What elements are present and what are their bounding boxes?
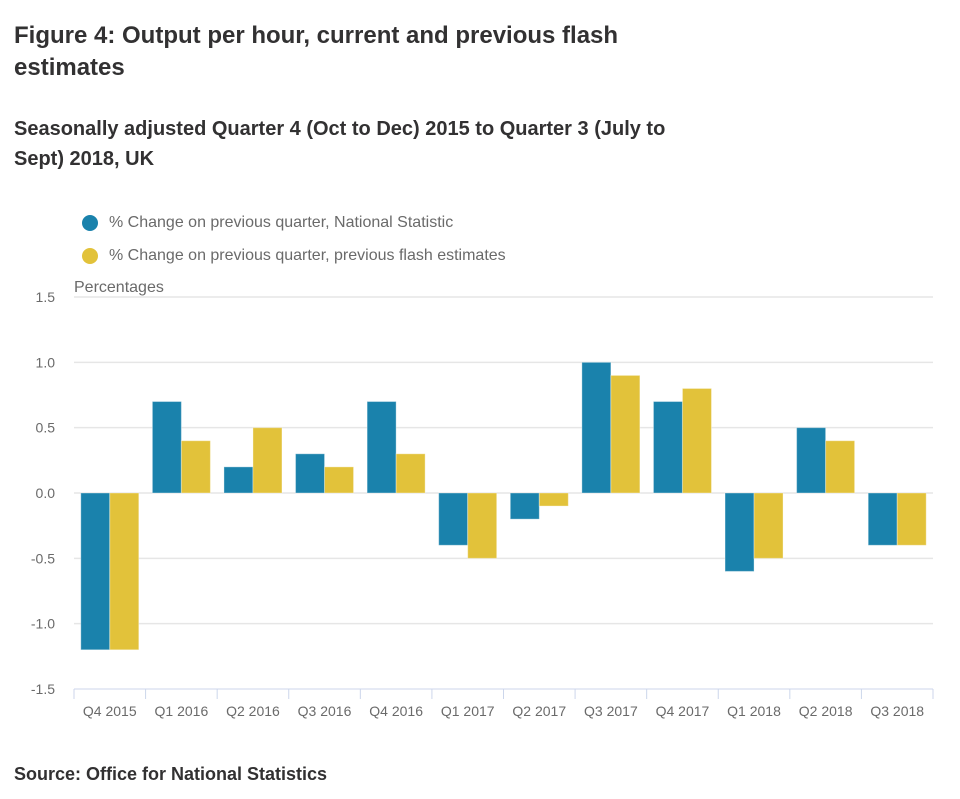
x-tick-label: Q2 2016 bbox=[226, 703, 280, 719]
bar-previous-flash-q3-2016[interactable] bbox=[324, 466, 355, 494]
bar-national-statistic-q2-2017[interactable] bbox=[509, 492, 540, 520]
x-tick-label: Q4 2016 bbox=[369, 703, 423, 719]
legend-label: % Change on previous quarter, National S… bbox=[109, 213, 454, 231]
bar-national-statistic-q1-2018[interactable] bbox=[724, 492, 755, 572]
y-tick-label: -1.5 bbox=[31, 681, 55, 697]
bar-previous-flash-q1-2018[interactable] bbox=[753, 492, 784, 559]
bar-previous-flash-q3-2018[interactable] bbox=[896, 492, 927, 546]
bar-national-statistic-q3-2018[interactable] bbox=[867, 492, 898, 546]
x-tick-label: Q3 2016 bbox=[298, 703, 352, 719]
chart-legend: % Change on previous quarter, National S… bbox=[82, 206, 506, 272]
legend-label: % Change on previous quarter, previous f… bbox=[109, 246, 506, 264]
legend-marker-icon bbox=[82, 214, 98, 231]
y-tick-label: 0.5 bbox=[36, 420, 56, 436]
chart-title: Figure 4: Output per hour, current and p… bbox=[14, 22, 619, 81]
bar-previous-flash-q4-2015[interactable] bbox=[109, 492, 140, 651]
bar-national-statistic-q2-2016[interactable] bbox=[223, 466, 254, 494]
y-tick-label: 1.0 bbox=[36, 354, 56, 370]
x-tick-label: Q3 2017 bbox=[584, 703, 638, 719]
y-tick-label: 0.0 bbox=[36, 485, 56, 501]
bar-previous-flash-q2-2016[interactable] bbox=[252, 427, 283, 494]
x-tick-label: Q1 2018 bbox=[727, 703, 781, 719]
bar-national-statistic-q4-2015[interactable] bbox=[80, 492, 111, 651]
y-axis-label: Percentages bbox=[74, 279, 164, 296]
x-tick-label: Q2 2017 bbox=[512, 703, 566, 719]
bar-previous-flash-q2-2018[interactable] bbox=[825, 440, 856, 494]
bar-previous-flash-q2-2017[interactable] bbox=[538, 492, 569, 507]
y-tick-label: 1.5 bbox=[36, 289, 56, 305]
bar-chart: 1.5 1.0 0.5 0.0 -0.5 -1.0 -1.5 Percentages Q4 … bbox=[31, 279, 934, 719]
x-tick-label: Q1 2017 bbox=[441, 703, 495, 719]
legend-marker-icon bbox=[82, 247, 98, 264]
gridlines bbox=[74, 296, 933, 625]
bar-national-statistic-q1-2016[interactable] bbox=[151, 401, 182, 494]
x-tick-label: Q2 2018 bbox=[799, 703, 853, 719]
bar-national-statistic-q4-2016[interactable] bbox=[366, 401, 397, 494]
x-axis: Q4 2015 Q1 2016 Q2 2016 Q3 2016 Q4 2016 Q1 20… bbox=[73, 688, 934, 719]
y-axis: 1.5 1.0 0.5 0.0 -0.5 -1.0 -1.5 bbox=[31, 289, 55, 697]
y-tick-label: -1.0 bbox=[31, 616, 55, 632]
bar-national-statistic-q4-2017[interactable] bbox=[652, 401, 683, 494]
x-tick-label: Q4 2015 bbox=[83, 703, 137, 719]
bar-national-statistic-q3-2016[interactable] bbox=[295, 453, 326, 494]
legend-item-national-statistic[interactable]: % Change on previous quarter, National S… bbox=[82, 206, 506, 239]
bar-previous-flash-q1-2016[interactable] bbox=[180, 440, 211, 494]
bars bbox=[80, 361, 927, 651]
source-note: Source: Office for National Statistics bbox=[14, 764, 328, 784]
bar-national-statistic-q1-2017[interactable] bbox=[438, 492, 469, 546]
legend-item-previous-flash[interactable]: % Change on previous quarter, previous f… bbox=[82, 239, 506, 272]
x-tick-label: Q3 2018 bbox=[870, 703, 924, 719]
bar-national-statistic-q2-2018[interactable] bbox=[796, 427, 827, 494]
chart-subtitle: Seasonally adjusted Quarter 4 (Oct to De… bbox=[14, 118, 666, 170]
x-tick-label: Q1 2016 bbox=[155, 703, 209, 719]
y-tick-label: -0.5 bbox=[31, 550, 55, 566]
bar-previous-flash-q3-2017[interactable] bbox=[610, 374, 641, 494]
bar-previous-flash-q1-2017[interactable] bbox=[467, 492, 498, 559]
bar-national-statistic-q3-2017[interactable] bbox=[581, 361, 612, 494]
bar-previous-flash-q4-2016[interactable] bbox=[395, 453, 426, 494]
x-tick-label: Q4 2017 bbox=[656, 703, 710, 719]
bar-previous-flash-q4-2017[interactable] bbox=[681, 387, 712, 494]
